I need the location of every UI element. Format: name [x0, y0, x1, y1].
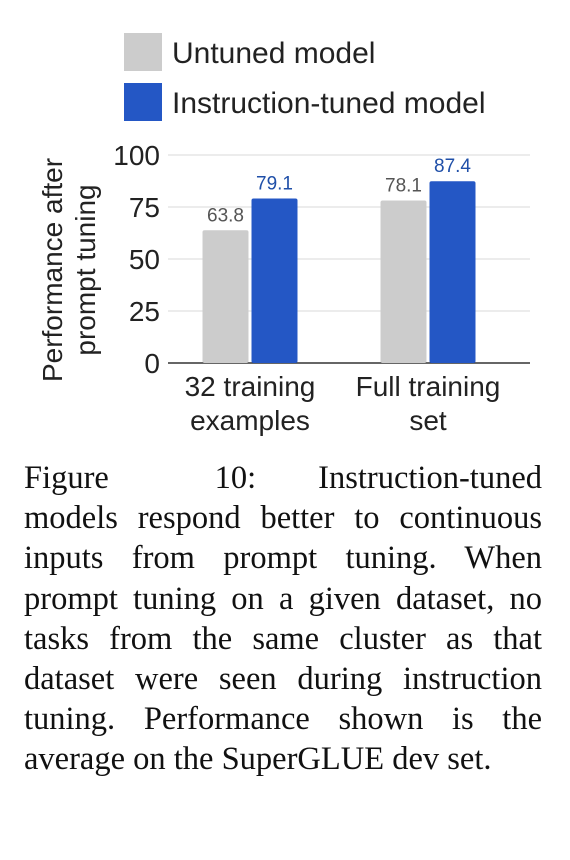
legend-label-0: Untuned model: [172, 37, 375, 70]
data-label-1-1: 87.4: [434, 156, 471, 177]
y-tick-label-100: 100: [113, 140, 160, 171]
figure-label: Figure 10:: [24, 460, 257, 496]
data-label-0-0: 63.8: [207, 205, 244, 226]
x-axis: 32 training examples Full training set: [185, 371, 501, 436]
legend-swatch-0: [124, 33, 162, 71]
data-label-1-0: 79.1: [256, 173, 293, 194]
bar-0-0: [202, 230, 249, 363]
x-tick-label-0: 32 training examples: [185, 371, 316, 436]
figure-caption: Figure 10: Instruction-tuned models respo…: [24, 458, 542, 780]
y-tick-label-50: 50: [129, 244, 160, 275]
bar-0-1: [380, 200, 427, 363]
legend-swatch-1: [124, 83, 162, 121]
x-tick-label-1: Full training set: [356, 371, 501, 436]
y-axis-title: Performance afterprompt tuning: [37, 158, 101, 382]
y-tick-label-75: 75: [129, 192, 160, 223]
bar-1-0: [251, 198, 298, 363]
legend: Untuned model Instruction-tuned model: [124, 33, 486, 121]
caption-text: Instruction-tuned models respond better …: [24, 460, 542, 778]
y-tick-label-0: 0: [144, 348, 160, 379]
y-axis: 0 25 50 75 100: [113, 140, 160, 379]
bar-1-1: [429, 181, 476, 363]
y-axis-label: Performance afterprompt tuning: [37, 158, 101, 382]
bars: 63.8 79.1 78.1 87.4: [202, 156, 476, 363]
legend-label-1: Instruction-tuned model: [172, 87, 486, 120]
y-tick-label-25: 25: [129, 296, 160, 327]
data-label-0-1: 78.1: [385, 176, 422, 197]
bar-chart: Untuned model Instruction-tuned model 0 25…: [37, 33, 530, 436]
